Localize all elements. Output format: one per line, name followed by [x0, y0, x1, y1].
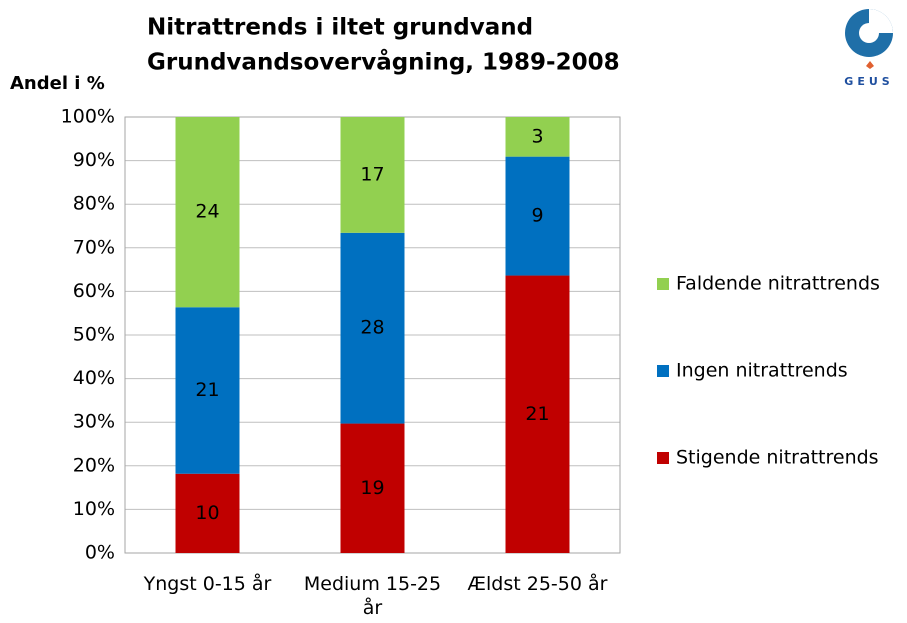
bar-segment	[340, 117, 405, 233]
y-tick-label: 30%	[73, 411, 115, 433]
bar-segment	[505, 117, 570, 157]
x-tick-label: Yngst 0-15 år	[143, 573, 272, 595]
data-label: 10	[195, 502, 219, 524]
chart-subtitle: Grundvandsovervågning, 1989-2008	[147, 49, 620, 76]
bar-segment	[175, 117, 240, 308]
bar-segment	[175, 307, 240, 474]
y-tick-label: 90%	[73, 149, 115, 171]
legend-swatch	[657, 365, 669, 377]
data-label: 21	[195, 379, 219, 401]
y-tick-label: 0%	[85, 542, 115, 564]
bar-segment	[505, 275, 570, 553]
bar-segment	[505, 156, 570, 276]
bar-segment	[340, 232, 405, 424]
legend-label: Faldende nitrattrends	[676, 273, 880, 295]
y-tick-label: 20%	[73, 454, 115, 476]
data-label: 21	[525, 403, 549, 425]
x-tick-label: Ældst 25-50 år	[467, 573, 608, 595]
legend-label: Ingen nitrattrends	[676, 360, 848, 382]
y-tick-label: 100%	[61, 106, 115, 128]
data-label: 9	[531, 205, 543, 227]
data-label: 24	[195, 201, 219, 223]
y-tick-label: 70%	[73, 236, 115, 258]
legend-label: Stigende nitrattrends	[676, 447, 879, 469]
y-tick-label: 60%	[73, 280, 115, 302]
y-axis-label: Andel i %	[10, 73, 105, 94]
data-label: 17	[360, 163, 384, 185]
y-tick-label: 50%	[73, 324, 115, 346]
legend-swatch	[657, 452, 669, 464]
y-tick-label: 40%	[73, 367, 115, 389]
data-label: 28	[360, 317, 384, 339]
logo-mark	[845, 9, 893, 69]
data-label: 19	[360, 477, 384, 499]
chart-title: Nitrattrends i iltet grundvand	[147, 15, 533, 41]
legend-swatch	[657, 278, 669, 290]
logo-text: GEUS	[844, 75, 893, 88]
x-tick-label: Medium 15-25 år	[303, 573, 442, 619]
bar-segment	[175, 473, 240, 553]
bar-segment	[340, 423, 405, 553]
y-tick-label: 10%	[73, 498, 115, 520]
y-tick-label: 80%	[73, 193, 115, 215]
data-label: 3	[531, 125, 543, 147]
